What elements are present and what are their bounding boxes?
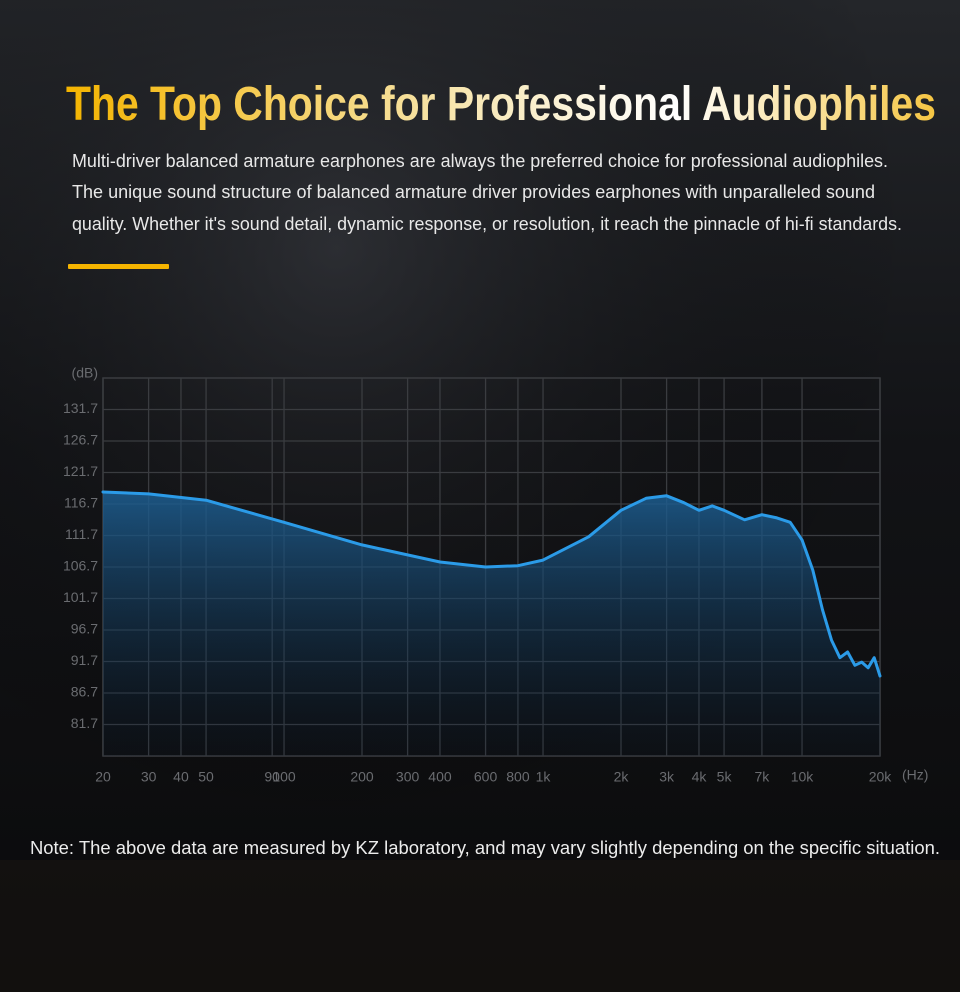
y-tick-label: 111.7 xyxy=(65,526,98,542)
y-tick-label: 116.7 xyxy=(64,495,98,511)
orchestra-photo xyxy=(0,860,960,992)
chart: 81.7 86.7 91.7 96.7 101.7 106.7 111.7 116.7 121.… xyxy=(63,365,928,785)
x-tick-label: 20 xyxy=(95,769,111,785)
x-tick-label: 3k xyxy=(659,769,675,785)
note: Note: The above data are measured by KZ … xyxy=(30,838,940,858)
y-tick-label: 91.7 xyxy=(71,652,98,668)
description-line: quality. Whether it's sound detail, dyna… xyxy=(72,214,902,234)
x-tick-label: 100 xyxy=(272,769,296,785)
x-tick-label: 2k xyxy=(614,769,630,785)
y-tick-label: 86.7 xyxy=(71,684,98,700)
description-line: Multi-driver balanced armature earphones… xyxy=(72,151,888,171)
x-tick-label: 200 xyxy=(350,769,374,785)
x-tick-label: 7k xyxy=(755,769,771,785)
area-fill xyxy=(103,492,880,756)
x-tick-label: 50 xyxy=(198,769,214,785)
y-tick-label: 126.7 xyxy=(63,432,98,448)
y-tick-label: 81.7 xyxy=(71,715,98,731)
x-tick-label: 20k xyxy=(869,769,893,785)
x-tick-label: 400 xyxy=(428,769,452,785)
y-tick-label: 106.7 xyxy=(63,558,98,574)
x-tick-label: 1k xyxy=(536,769,552,785)
y-tick-label: 96.7 xyxy=(71,621,98,637)
x-tick-label: 600 xyxy=(474,769,498,785)
x-tick-label: 5k xyxy=(717,769,733,785)
x-tick-label: 4k xyxy=(692,769,708,785)
description-line: The unique sound structure of balanced a… xyxy=(72,182,875,202)
x-tick-label: 40 xyxy=(173,769,189,785)
y-tick-label: 131.7 xyxy=(63,400,98,416)
x-tick-label: 10k xyxy=(791,769,815,785)
x-tick-label: 800 xyxy=(506,769,530,785)
x-tick-label: 30 xyxy=(141,769,157,785)
y-tick-label: 121.7 xyxy=(63,463,98,479)
response-curve xyxy=(101,490,882,678)
accent-bar xyxy=(68,264,169,269)
x-tick-label: 90 xyxy=(264,769,280,785)
y-tick-label: 101.7 xyxy=(63,589,98,605)
title: The Top Choice for Professional Audiophi… xyxy=(66,78,936,131)
x-tick-label: 300 xyxy=(396,769,420,785)
y-axis-label: (dB) xyxy=(72,365,98,381)
x-axis-label: (Hz) xyxy=(902,767,928,783)
